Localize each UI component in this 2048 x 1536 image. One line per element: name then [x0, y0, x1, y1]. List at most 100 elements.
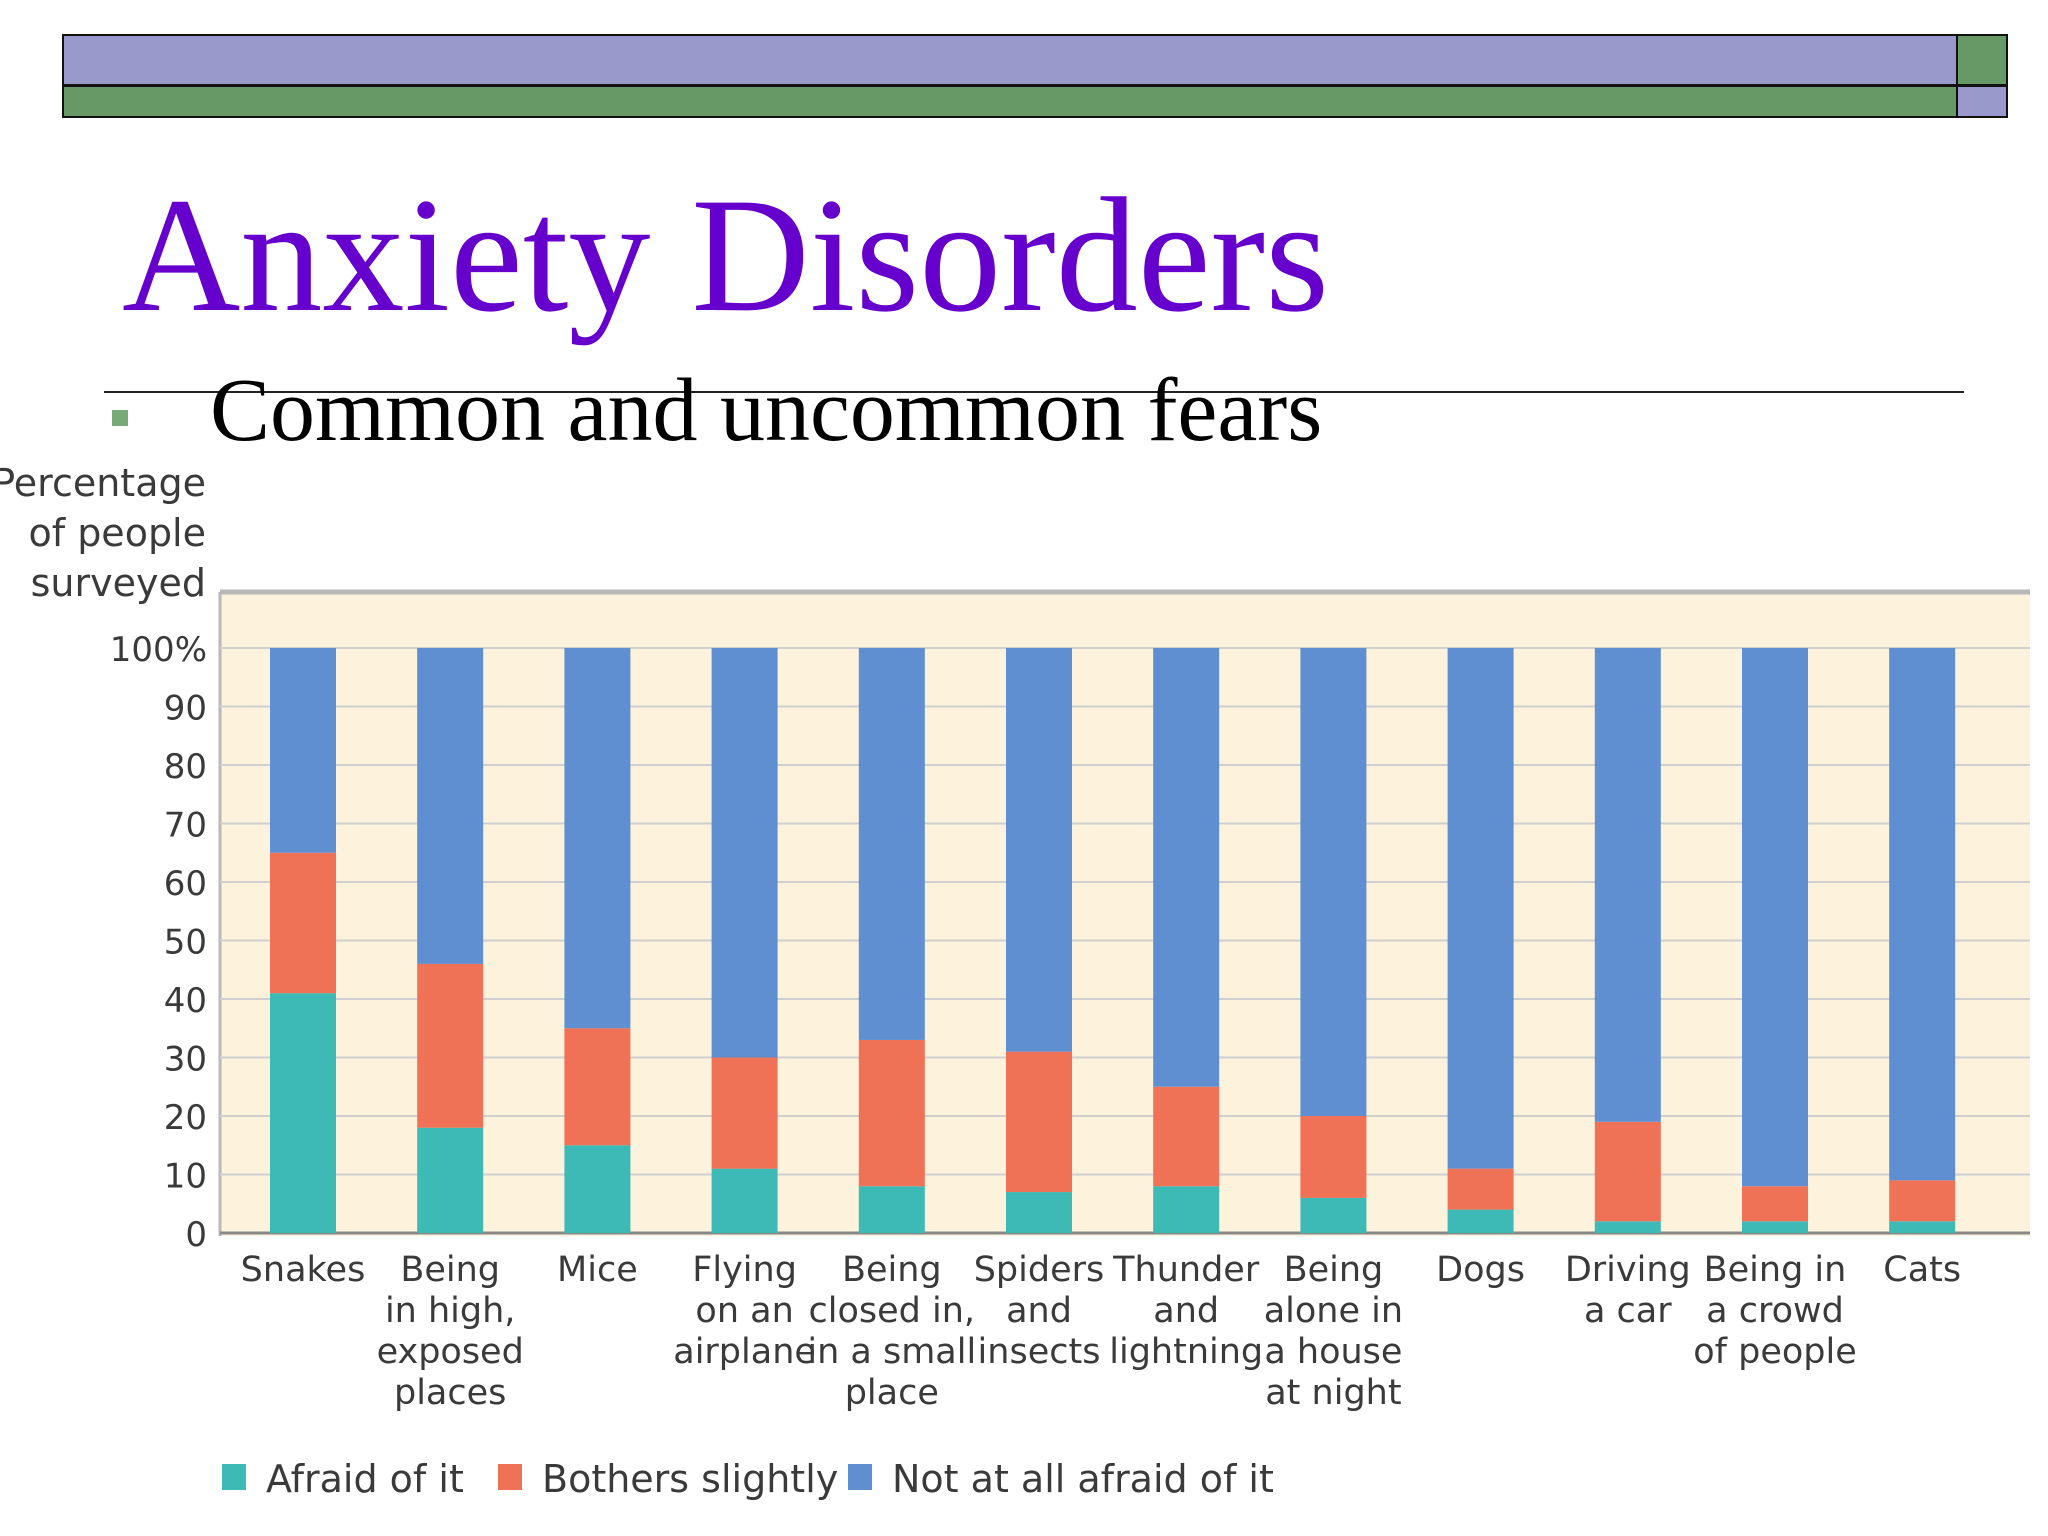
decorative-square-top [1956, 34, 2008, 86]
x-category-label: airplane [673, 1332, 816, 1372]
decorative-square-bottom [1956, 85, 2008, 118]
x-category-label: of people [1693, 1332, 1857, 1372]
x-category-label: Driving [1565, 1250, 1691, 1290]
bar-segment [1594, 1121, 1661, 1222]
bar-segment [1889, 1180, 1956, 1222]
y-tick-label: 10 [164, 1157, 207, 1197]
x-category-label: at night [1265, 1373, 1401, 1413]
bar-segment [564, 648, 631, 1029]
bar-segment [1300, 648, 1367, 1116]
x-category-label: lightning [1109, 1332, 1263, 1372]
stacked-bar-chart: Percentage of people surveyed 0 10 20 30 40 50 6… [0, 461, 2030, 1501]
y-tick-label: 0 [185, 1215, 207, 1255]
bar-segment [270, 993, 336, 1233]
decorative-bar-top [62, 34, 1958, 86]
bar-segment [1153, 1086, 1220, 1187]
y-tick-label: 80 [164, 747, 207, 787]
y-axis-label-line: surveyed [31, 561, 206, 605]
x-category-label: Being [1284, 1250, 1384, 1290]
bar-segment [417, 1127, 484, 1233]
bar-segment [1742, 1221, 1808, 1233]
x-category-label: closed in, [809, 1291, 976, 1331]
bar-segment [1594, 1221, 1661, 1233]
x-category-label: Mice [557, 1250, 638, 1290]
x-category-label: Being in [1704, 1250, 1847, 1290]
bar-segment [1153, 648, 1220, 1087]
y-axis-label-line: Percentage [0, 461, 206, 505]
x-category-label: and [1153, 1291, 1219, 1331]
x-category-label: places [394, 1373, 506, 1413]
gridlines [220, 647, 2030, 1235]
bullet-marker-icon [112, 410, 128, 426]
x-category-label: place [845, 1373, 939, 1413]
legend-swatch [498, 1464, 522, 1490]
y-tick-label: 90 [164, 689, 207, 729]
legend: Afraid of it Bothers slightly Not at all a… [222, 1457, 1274, 1501]
legend-label: Afraid of it [266, 1457, 464, 1501]
x-category-label: a house [1264, 1332, 1402, 1372]
legend-label: Not at all afraid of it [892, 1457, 1274, 1501]
x-category-label: a crowd [1706, 1291, 1844, 1331]
x-category-label: Being [400, 1250, 500, 1290]
bar-segment [711, 1057, 778, 1169]
x-category-label: in high, [385, 1291, 515, 1331]
x-category-label: insects [978, 1332, 1101, 1372]
bar-segment [1889, 1221, 1956, 1233]
decorative-bar-bottom [62, 85, 1958, 118]
x-category-label: alone in [1264, 1291, 1403, 1331]
bar-segment [417, 648, 484, 964]
y-tick-label: 40 [164, 981, 207, 1021]
legend-swatch [222, 1464, 246, 1490]
bar-segment [1300, 1197, 1367, 1233]
bar-segment [1742, 1186, 1808, 1222]
bar-segment [1447, 1168, 1514, 1210]
bullet-text: Common and uncommon fears [210, 361, 1323, 460]
bars [270, 648, 1956, 1233]
bar-segment [270, 648, 336, 853]
legend-swatch [848, 1464, 872, 1490]
bar-segment [858, 648, 925, 1040]
legend-label: Bothers slightly [542, 1457, 838, 1501]
bar-segment [1447, 648, 1514, 1169]
x-category-label: Thunder [1112, 1250, 1260, 1290]
y-axis-label: Percentage of people surveyed [0, 461, 206, 605]
x-category-label: Cats [1883, 1250, 1961, 1290]
x-category-label: a car [1584, 1291, 1672, 1331]
bar-segment [270, 852, 336, 994]
bar-segment [1594, 648, 1661, 1122]
bar-segment [1006, 1192, 1072, 1233]
x-category-label: exposed [377, 1332, 524, 1372]
y-tick-label: 30 [164, 1040, 207, 1080]
bar-segment [711, 1168, 778, 1233]
x-category-label: and [1006, 1291, 1072, 1331]
bar-segment [711, 648, 778, 1058]
y-tick-label: 60 [164, 864, 207, 904]
x-category-label: Flying [692, 1250, 797, 1290]
bar-segment [1153, 1186, 1220, 1233]
bar-segment [1742, 648, 1808, 1187]
bar-segment [858, 1186, 925, 1233]
bar-segment [1006, 648, 1072, 1052]
title-divider [104, 391, 1964, 393]
bar-segment [1889, 648, 1956, 1181]
y-tick-label: 50 [164, 923, 207, 963]
bar-segment [1300, 1116, 1367, 1198]
x-category-label: in a small [807, 1332, 976, 1372]
x-category-label: Snakes [241, 1250, 366, 1290]
x-category-label: Being [842, 1250, 942, 1290]
bar-segment [417, 963, 484, 1128]
bar-segment [564, 1028, 631, 1146]
y-tick-label: 70 [164, 806, 207, 846]
x-category-label: on an [695, 1291, 793, 1331]
y-tick-label: 20 [164, 1098, 207, 1138]
y-axis-ticks: 0 10 20 30 40 50 60 70 80 90 100% [110, 630, 207, 1255]
bar-segment [1447, 1209, 1514, 1233]
page-title: Anxiety Disorders [122, 165, 1330, 346]
y-tick-label: 100% [110, 630, 207, 670]
plot-area [220, 592, 2030, 1236]
bar-segment [1006, 1051, 1072, 1193]
y-axis-label-line: of people [28, 511, 206, 555]
x-category-label: Spiders [974, 1250, 1105, 1290]
bar-segment [564, 1145, 631, 1233]
